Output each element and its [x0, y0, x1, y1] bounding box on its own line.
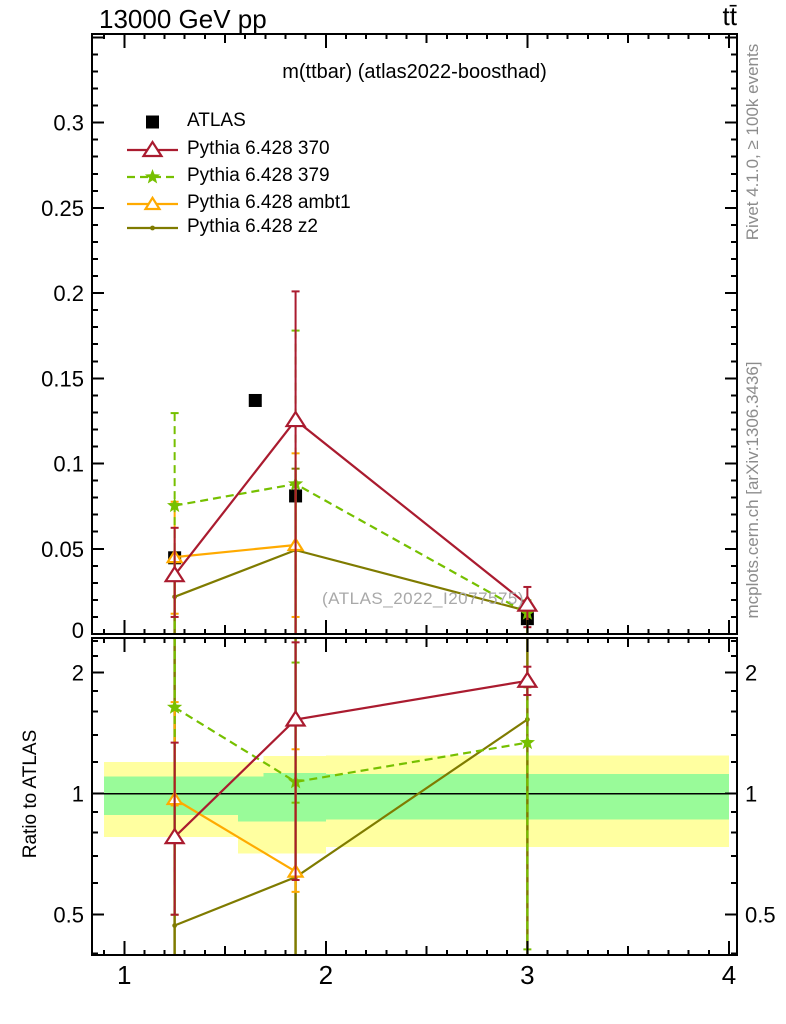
- star-marker: [167, 497, 183, 513]
- legend-item-label-ambt1: Pythia 6.428 ambt1: [187, 192, 351, 213]
- open-triangle-marker: [516, 670, 539, 688]
- main-series: [163, 290, 539, 634]
- analysis-id-watermark: (ATLAS_2022_I2077575): [322, 589, 525, 608]
- dot-marker: [172, 923, 178, 928]
- series-markers-p370: [163, 410, 539, 612]
- axis-tick-label: 0.2: [53, 281, 84, 306]
- legend-item-label-atlas: ATLAS: [187, 110, 246, 131]
- axis-tick-label: 1: [72, 782, 84, 807]
- axis-tick-label: 4: [722, 960, 736, 990]
- star-marker: [144, 169, 161, 184]
- band-green-segment: [238, 776, 264, 822]
- axis-tick-label: 1: [745, 782, 757, 807]
- axis-tick-label: 3: [520, 960, 534, 990]
- ratio-frame: [91, 637, 738, 956]
- mcplots-caption: mcplots.cern.ch [arXiv:1306.3436]: [743, 361, 762, 619]
- axis-tick-label: 0.1: [53, 452, 84, 477]
- series-line-ambt1: [174, 798, 297, 873]
- open-triangle-marker: [163, 827, 186, 845]
- star-marker: [519, 734, 535, 750]
- open-triangle-marker: [141, 139, 164, 158]
- axis-tick-label: 0.5: [53, 903, 84, 928]
- ratio-uncertainty-bands: [92, 755, 737, 854]
- atlas-data-marker: [248, 393, 262, 407]
- ratio-axes: [91, 637, 738, 956]
- axis-tick-label: 1: [117, 960, 131, 990]
- rivet-version-caption: Rivet 4.1.0, ≥ 100k events: [743, 43, 762, 241]
- axis-tick-label: 0.05: [41, 537, 84, 562]
- beam-energy-title: 13000 GeV pp: [99, 4, 267, 34]
- process-title: tt̄: [722, 1, 737, 31]
- legend-item-label-p370: Pythia 6.428 370: [187, 138, 330, 159]
- atlas-data-marker: [146, 115, 159, 129]
- axis-tick-label: 2: [745, 661, 757, 686]
- dot-marker: [150, 225, 155, 231]
- ratio-series: [163, 638, 539, 955]
- open-triangle-marker: [284, 410, 307, 428]
- open-triangle-marker: [143, 195, 162, 211]
- error-bars-p370: [170, 290, 532, 634]
- axis-tick-label: 0: [72, 618, 84, 643]
- main-frame: [91, 33, 738, 635]
- axis-tick-label: 0.5: [745, 903, 776, 928]
- axis-tick-label: 2: [72, 661, 84, 686]
- observable-title: m(ttbar) (atlas2022-boosthad): [282, 61, 547, 83]
- main-axes: [91, 33, 738, 635]
- error-bars-ambt1: [170, 452, 300, 618]
- ratio-y-axis-label: Ratio to ATLAS: [20, 729, 41, 859]
- legend-swatches: [127, 115, 178, 231]
- axis-tick-labels: 0 0.05 0.1 0.15 0.2 0.25 0.3 0.5 0.5 1 1 2 2 1 2 3 4: [41, 111, 775, 990]
- axis-tick-label: 0.3: [53, 111, 84, 136]
- open-triangle-marker: [284, 709, 307, 727]
- axis-tick-label: 2: [319, 960, 333, 990]
- series-markers-p370: [163, 670, 539, 845]
- series-line-ambt1: [174, 543, 296, 559]
- legend-item-label-p379: Pythia 6.428 379: [187, 165, 330, 186]
- axis-tick-label: 0.25: [41, 196, 84, 221]
- star-marker: [167, 699, 183, 714]
- legend-item-label-z2: Pythia 6.428 z2: [187, 216, 318, 237]
- open-triangle-marker: [163, 565, 186, 583]
- open-triangle-marker: [516, 594, 539, 612]
- axis-tick-label: 0.15: [41, 366, 84, 391]
